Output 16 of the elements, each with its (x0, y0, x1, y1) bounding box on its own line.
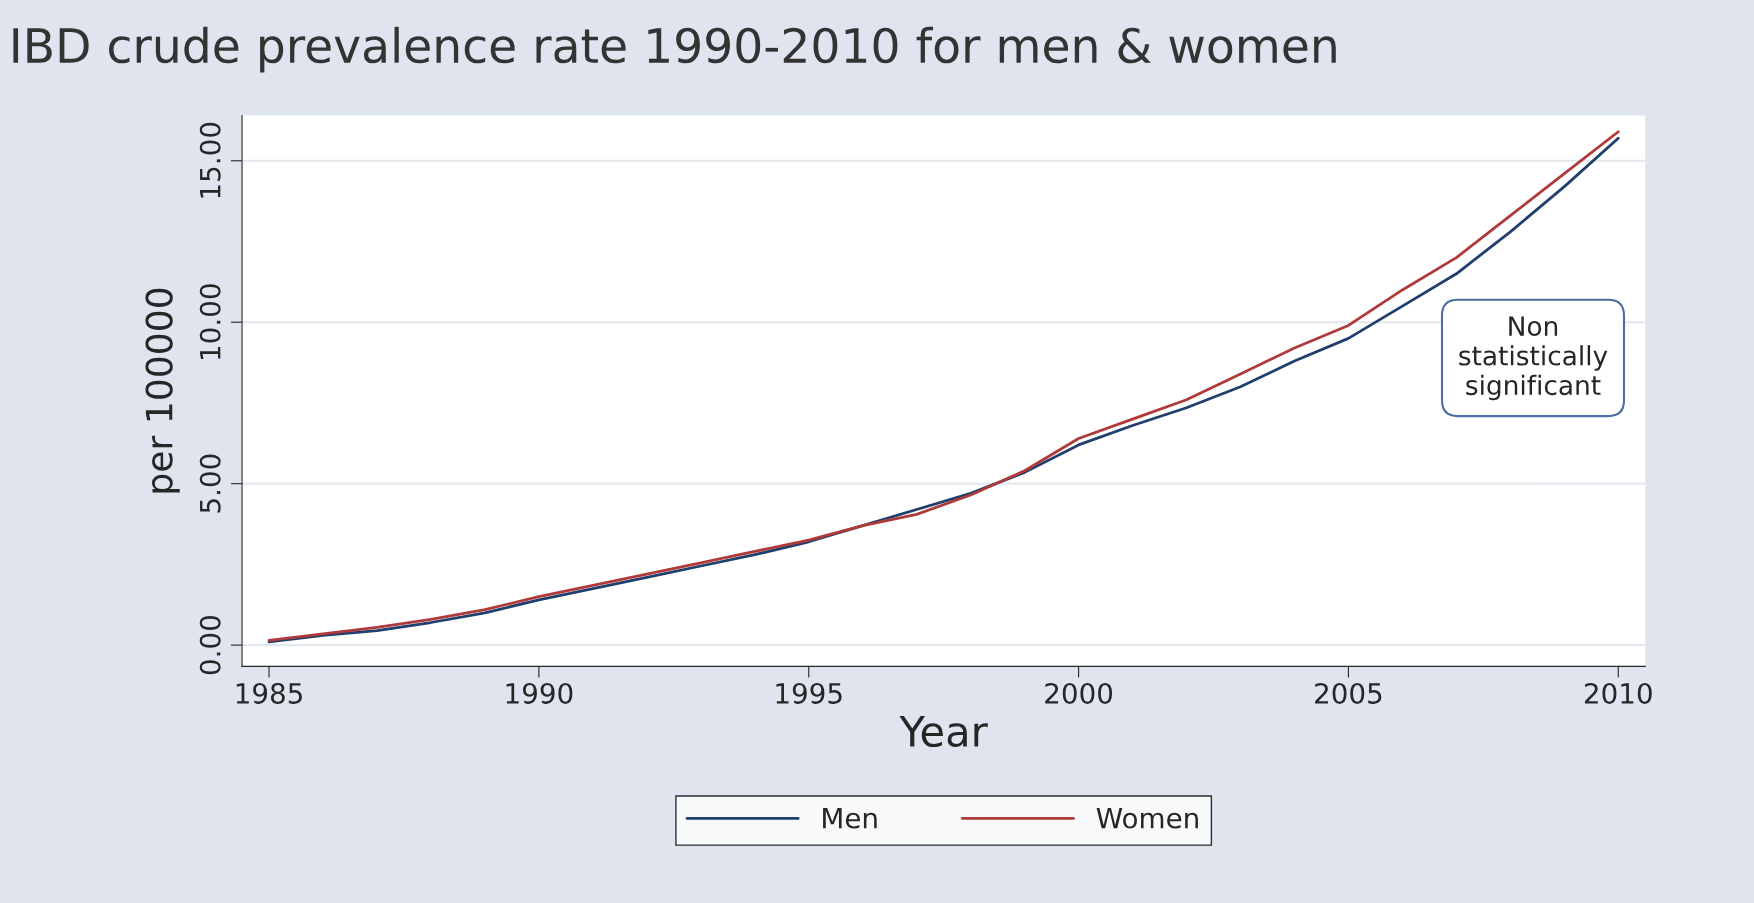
x-tick-label: 1995 (776, 682, 842, 704)
legend-label: Women (1096, 807, 1198, 829)
annotation: Non statistically significant (1459, 316, 1608, 401)
chart-title: IBD crude prevalence rate 1990-2010 for men & women (13, 26, 1336, 73)
x-tick-label: 1985 (236, 682, 302, 704)
y-tick-label: 10.00 (199, 284, 221, 359)
x-tick-label: 2005 (1315, 682, 1382, 704)
legend-label: Men (823, 807, 877, 829)
y-tick-label: 0.00 (199, 616, 221, 675)
x-tick-label: 2000 (1045, 682, 1113, 704)
y-tick-label: 15.00 (199, 122, 221, 198)
x-axis-title: Year (899, 716, 988, 748)
x-tick-label: 1990 (506, 682, 573, 704)
y-tick-label: 5.00 (199, 454, 221, 513)
y-axis-title: per 100000 (145, 288, 180, 493)
x-tick-label: 2010 (1584, 682, 1652, 704)
